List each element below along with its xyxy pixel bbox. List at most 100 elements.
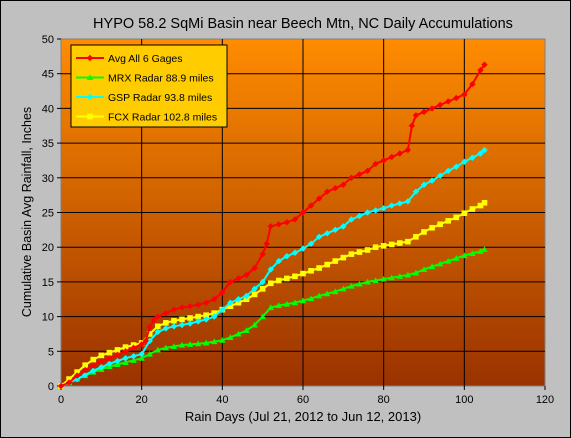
- data-point: [477, 150, 484, 157]
- data-point: [397, 240, 403, 246]
- y-tick-label: 30: [42, 173, 54, 185]
- data-point: [203, 316, 210, 323]
- y-tick-label: 20: [42, 242, 54, 254]
- data-point: [227, 278, 234, 286]
- data-point: [227, 299, 234, 306]
- data-point: [307, 295, 315, 302]
- data-point: [316, 265, 322, 271]
- data-point: [146, 350, 153, 357]
- data-point: [98, 357, 105, 365]
- x-tick-label: 100: [455, 394, 473, 406]
- data-point: [138, 341, 145, 348]
- data-point: [413, 233, 419, 240]
- data-point: [90, 367, 97, 374]
- data-point: [130, 344, 137, 352]
- data-point: [82, 366, 89, 374]
- legend-label: MRX Radar 88.9 miles: [108, 73, 214, 85]
- data-point: [194, 318, 202, 325]
- data-point: [308, 267, 314, 274]
- data-point: [179, 316, 185, 323]
- data-point: [388, 274, 395, 281]
- data-point: [364, 167, 371, 175]
- data-point: [356, 280, 363, 287]
- data-point: [396, 200, 403, 207]
- data-point: [340, 223, 347, 230]
- data-point: [142, 337, 149, 345]
- legend-swatch-marker: [86, 93, 94, 101]
- data-point: [380, 275, 387, 282]
- data-point: [154, 313, 161, 320]
- data-point: [307, 202, 315, 209]
- data-point: [130, 357, 137, 363]
- data-point: [82, 362, 88, 368]
- data-point: [388, 202, 395, 209]
- data-point: [251, 291, 258, 298]
- data-point: [203, 339, 210, 346]
- data-point: [162, 325, 170, 332]
- data-point: [332, 288, 339, 295]
- data-point: [65, 379, 73, 386]
- data-point: [150, 316, 157, 324]
- data-point: [98, 364, 105, 371]
- data-point: [243, 327, 250, 334]
- data-point: [291, 299, 299, 306]
- data-point: [203, 299, 210, 306]
- data-point: [445, 167, 452, 175]
- data-point: [122, 359, 129, 365]
- x-tick-label: 20: [136, 394, 148, 406]
- data-point: [284, 275, 290, 282]
- data-point: [267, 266, 274, 273]
- y-tick-label: 0: [48, 381, 54, 393]
- data-point: [267, 280, 274, 287]
- data-point: [292, 273, 298, 280]
- y-tick-label: 50: [42, 34, 54, 46]
- data-point: [332, 226, 339, 234]
- data-point: [194, 340, 202, 347]
- data-point: [315, 195, 323, 202]
- data-point: [421, 229, 427, 235]
- data-point: [315, 292, 323, 299]
- data-point: [155, 323, 161, 330]
- data-point: [437, 221, 443, 228]
- data-point: [163, 320, 169, 326]
- data-point: [219, 289, 226, 296]
- data-point: [73, 372, 81, 379]
- data-point: [453, 255, 460, 261]
- legend-label: Avg All 6 Gages: [108, 53, 183, 65]
- data-point: [114, 351, 121, 358]
- legend: Avg All 6 Gages MRX Radar 88.9 miles GSP R…: [70, 44, 228, 128]
- legend-item: FCX Radar 102.8 miles: [76, 112, 217, 124]
- data-point: [396, 150, 403, 157]
- data-point: [299, 297, 307, 304]
- data-point: [372, 160, 379, 168]
- data-point: [436, 101, 444, 109]
- data-point: [469, 250, 476, 257]
- data-point: [420, 108, 428, 116]
- data-point: [57, 382, 65, 390]
- data-point: [388, 241, 395, 248]
- series-layer: [57, 61, 488, 390]
- data-point: [219, 306, 226, 313]
- data-point: [122, 348, 129, 355]
- data-point: [251, 264, 258, 272]
- data-point: [211, 313, 218, 320]
- data-point: [122, 355, 129, 362]
- data-point: [340, 254, 347, 261]
- data-point: [283, 253, 291, 260]
- data-point: [219, 336, 226, 343]
- data-point: [404, 271, 412, 278]
- x-tick-label: 120: [536, 394, 554, 406]
- data-point: [332, 185, 339, 192]
- data-point: [162, 344, 170, 351]
- data-point: [267, 223, 274, 230]
- data-point: [291, 216, 299, 223]
- data-point: [154, 328, 161, 336]
- data-point: [106, 360, 113, 367]
- data-point: [348, 282, 355, 289]
- data-point: [227, 303, 234, 309]
- data-point: [380, 205, 387, 212]
- data-point: [324, 261, 330, 268]
- data-point: [187, 315, 193, 321]
- data-point: [453, 163, 460, 170]
